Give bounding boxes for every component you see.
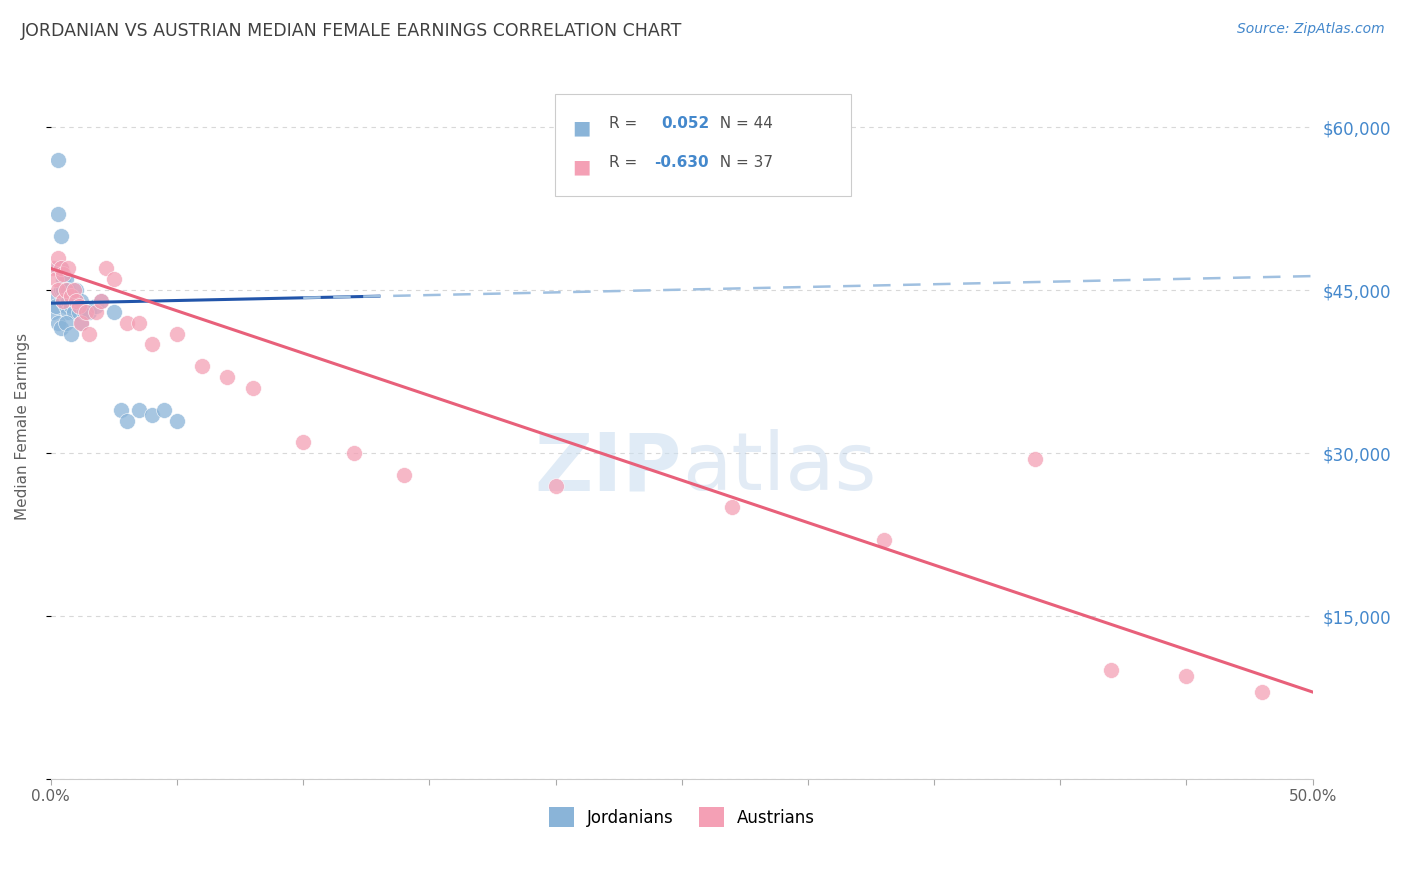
Point [141,408,163,422]
Point [90,294,112,309]
Point [77,305,100,319]
Point [544,478,567,492]
Point [343,446,366,460]
Point [48,316,70,330]
Point [52,283,75,297]
Point [62,283,84,297]
Point [721,500,744,515]
Point [49,283,72,297]
Point [58,294,80,309]
Point [153,402,176,417]
Point [60,288,83,302]
Point [55,283,77,297]
Point [49,321,72,335]
Text: R =: R = [609,155,643,170]
Point [67,305,90,319]
Point [70,294,93,309]
Text: ■: ■ [572,158,591,177]
Text: atlas: atlas [682,429,876,508]
Point [52,294,75,309]
Point [55,288,77,302]
Point [62,294,84,309]
Point [103,272,125,286]
Point [52,272,75,286]
Point [65,283,87,297]
Point [292,435,315,450]
Point [392,467,415,482]
Legend: Jordanians, Austrians: Jordanians, Austrians [541,800,821,834]
Point [70,316,93,330]
Text: ■: ■ [572,119,591,137]
Point [45,300,67,314]
Point [45,288,67,302]
Point [128,316,150,330]
Point [75,305,97,319]
Point [217,370,239,384]
Point [48,251,70,265]
Point [48,283,70,297]
Point [52,267,75,281]
Point [110,402,132,417]
Point [1099,663,1122,677]
Point [191,359,214,374]
Point [1024,451,1046,466]
Point [52,294,75,309]
Point [72,305,94,319]
Point [872,533,894,547]
Point [103,305,125,319]
Point [62,305,84,319]
Point [55,300,77,314]
Point [84,300,107,314]
Point [67,300,90,314]
Point [48,207,70,221]
Point [115,413,138,427]
Point [55,283,77,297]
Point [96,261,118,276]
Point [60,326,83,341]
Point [48,153,70,167]
Text: R =: R = [609,116,647,131]
Point [70,316,93,330]
Point [49,261,72,276]
Text: JORDANIAN VS AUSTRIAN MEDIAN FEMALE EARNINGS CORRELATION CHART: JORDANIAN VS AUSTRIAN MEDIAN FEMALE EARN… [21,22,682,40]
Point [65,294,87,309]
Point [242,381,264,395]
Point [77,326,100,341]
Point [84,305,107,319]
Point [67,300,90,314]
Text: N = 37: N = 37 [710,155,773,170]
Point [49,261,72,276]
Point [42,305,65,319]
Point [58,283,80,297]
Point [115,316,138,330]
Point [49,228,72,243]
Text: -0.630: -0.630 [654,155,709,170]
Point [58,261,80,276]
Point [166,326,188,341]
Point [166,413,188,427]
Text: Source: ZipAtlas.com: Source: ZipAtlas.com [1237,22,1385,37]
Point [55,272,77,286]
Point [60,288,83,302]
Point [60,300,83,314]
Y-axis label: Median Female Earnings: Median Female Earnings [15,333,30,519]
Text: ZIP: ZIP [534,429,682,508]
Point [1175,669,1198,683]
Point [65,294,87,309]
Point [42,261,65,276]
Point [48,261,70,276]
Point [55,316,77,330]
Point [128,402,150,417]
Point [58,305,80,319]
Text: N = 44: N = 44 [710,116,773,131]
Point [45,272,67,286]
Point [141,337,163,351]
Text: 0.052: 0.052 [661,116,709,131]
Point [1251,685,1274,699]
Point [90,294,112,309]
